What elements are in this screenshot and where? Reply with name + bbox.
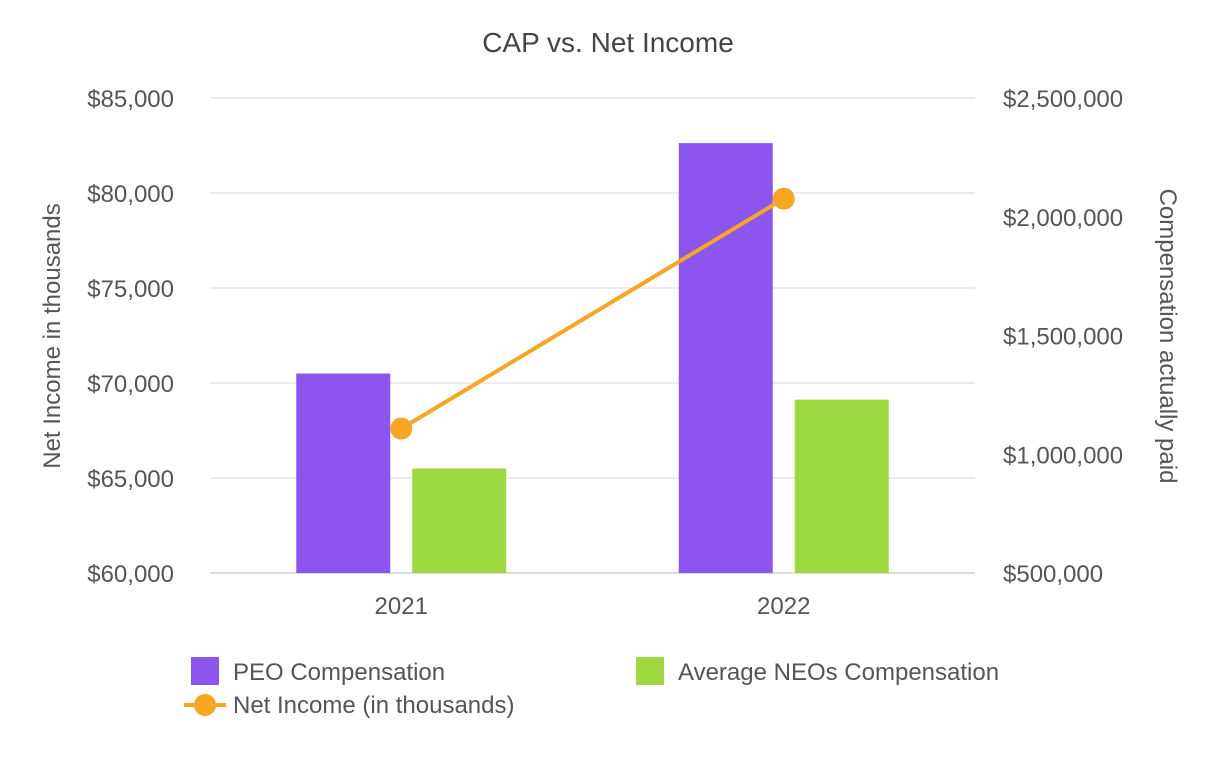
legend-label-neo: Average NEOs Compensation — [678, 659, 999, 686]
net-income-point — [390, 417, 413, 440]
net-income-line-layer — [390, 187, 795, 440]
chart-title: CAP vs. Net Income — [482, 27, 734, 58]
net-income-line — [400, 196, 785, 431]
peo-compensation-bar — [678, 143, 773, 573]
left-tick-label: $85,000 — [87, 86, 174, 113]
right-tick-label: $1,500,000 — [1003, 324, 1123, 351]
legend-marker-net-income — [194, 694, 216, 716]
legend: PEO Compensation Average NEOs Compensati… — [184, 657, 999, 719]
bars — [296, 143, 889, 573]
x-axis-ticks: 2021 2022 — [375, 593, 811, 620]
legend-swatch-peo — [191, 657, 219, 685]
right-tick-label: $1,000,000 — [1003, 442, 1123, 469]
left-tick-label: $75,000 — [87, 276, 174, 303]
peo-compensation-bar — [296, 373, 391, 573]
left-axis-title: Net Income in thousands — [39, 203, 66, 469]
right-axis-ticks: $500,000 $1,000,000 $1,500,000 $2,000,000 $2… — [1003, 86, 1123, 588]
legend-label-peo: PEO Compensation — [233, 659, 445, 686]
x-tick-label: 2022 — [757, 593, 810, 620]
right-tick-label: $2,000,000 — [1003, 205, 1123, 232]
right-axis-title: Compensation actually paid — [1154, 189, 1181, 484]
average-neos-compensation-bar — [794, 399, 889, 573]
left-tick-label: $60,000 — [87, 561, 174, 588]
left-tick-label: $70,000 — [87, 371, 174, 398]
net-income-point — [772, 187, 795, 210]
left-axis-ticks: $60,000 $65,000 $70,000 $75,000 $80,000 $85,0… — [87, 86, 174, 588]
left-tick-label: $65,000 — [87, 466, 174, 493]
legend-swatch-neo — [636, 657, 664, 685]
x-tick-label: 2021 — [375, 593, 428, 620]
average-neos-compensation-bar — [412, 468, 507, 573]
right-tick-label: $500,000 — [1003, 561, 1103, 588]
right-tick-label: $2,500,000 — [1003, 86, 1123, 113]
left-tick-label: $80,000 — [87, 181, 174, 208]
legend-label-net-income: Net Income (in thousands) — [233, 692, 514, 719]
